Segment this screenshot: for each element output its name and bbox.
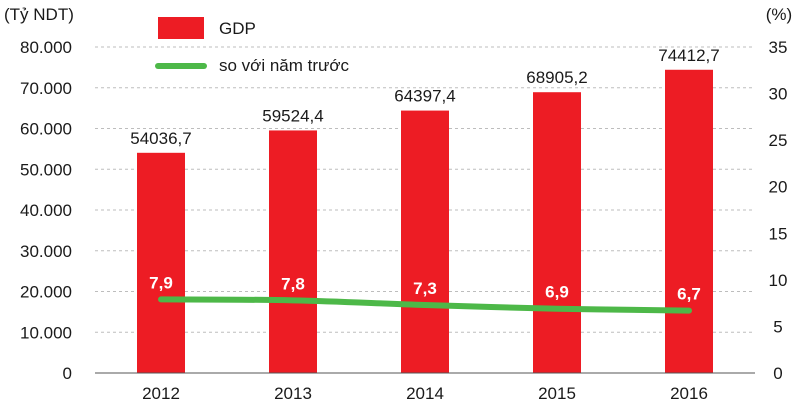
x-tick-label: 2016 [670, 384, 708, 403]
legend-gdp-label: GDP [219, 19, 256, 38]
gdp-value-label: 74412,7 [658, 46, 719, 65]
y-right-tick-label: 5 [773, 317, 782, 336]
y-left-tick-label: 0 [63, 364, 72, 383]
y-right-tick-label: 30 [769, 85, 788, 104]
gdp-bar [269, 130, 317, 373]
y-left-tick-label: 30.000 [20, 242, 72, 261]
x-tick-label: 2012 [142, 384, 180, 403]
y-right-tick-label: 20 [769, 178, 788, 197]
x-tick-label: 2013 [274, 384, 312, 403]
y-left-tick-label: 10.000 [20, 323, 72, 342]
legend-gdp-swatch [158, 17, 204, 39]
y-left-unit: (Tỷ NDT) [4, 5, 74, 24]
legend: GDP so với năm trước [158, 17, 350, 75]
gdp-value-label: 68905,2 [526, 68, 587, 87]
gdp-value-label: 54036,7 [130, 129, 191, 148]
gdp-bars [137, 70, 713, 373]
legend-growth-label: so với năm trước [219, 56, 350, 75]
x-tick-label: 2014 [406, 384, 444, 403]
y-right-tick-label: 0 [773, 364, 782, 383]
y-right-tick-label: 10 [769, 271, 788, 290]
y-left-tick-label: 80.000 [20, 38, 72, 57]
gdp-bar [533, 92, 581, 373]
y-left-tick-label: 20.000 [20, 283, 72, 302]
gdp-bar [137, 153, 185, 373]
y-left-tick-label: 50.000 [20, 160, 72, 179]
gdp-value-label: 59524,4 [262, 106, 323, 125]
growth-value-label: 6,7 [677, 285, 701, 304]
growth-value-label: 7,3 [413, 279, 437, 298]
y-left-tick-label: 40.000 [20, 201, 72, 220]
growth-value-label: 7,9 [149, 273, 173, 292]
growth-value-label: 6,9 [545, 283, 569, 302]
gdp-value-label: 64397,4 [394, 87, 455, 106]
y-right-tick-label: 25 [769, 131, 788, 150]
y-right-tick-label: 15 [769, 224, 788, 243]
growth-value-label: 7,8 [281, 274, 305, 293]
y-left-tick-label: 70.000 [20, 79, 72, 98]
gdp-bar [401, 111, 449, 373]
gdp-bar [665, 70, 713, 373]
x-tick-label: 2015 [538, 384, 576, 403]
y-right-unit: (%) [766, 5, 792, 24]
y-left-tick-label: 60.000 [20, 120, 72, 139]
y-right-tick-label: 35 [769, 38, 788, 57]
